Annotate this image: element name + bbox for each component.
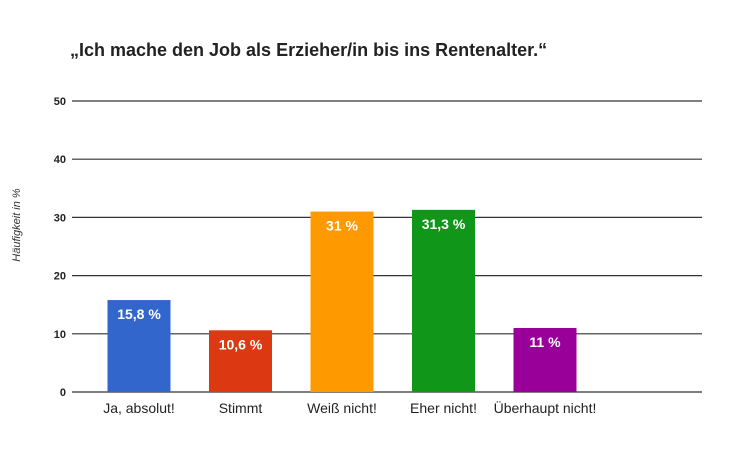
x-category-label: Stimmt xyxy=(219,400,263,416)
x-category-label: Eher nicht! xyxy=(410,400,477,416)
bar xyxy=(513,327,577,392)
y-axis-ticks: 0 10 20 30 40 50 xyxy=(54,96,66,399)
bar xyxy=(107,300,171,392)
y-tick-label: 10 xyxy=(54,329,66,341)
data-label: 11 % xyxy=(529,334,561,350)
y-tick-label: 20 xyxy=(54,271,66,283)
bar xyxy=(310,211,374,392)
bars xyxy=(107,209,577,392)
data-label: 31,3 % xyxy=(422,216,466,232)
data-labels: 15,8 % 10,6 % 31 % 31,3 % 11 % xyxy=(117,216,561,352)
bar xyxy=(209,330,272,392)
bar xyxy=(412,209,475,392)
y-tick-label: 0 xyxy=(60,387,66,399)
y-tick-label: 40 xyxy=(54,154,66,166)
data-label: 15,8 % xyxy=(117,306,161,322)
chart-title: „Ich mache den Job als Erzieher/in bis i… xyxy=(70,40,547,60)
x-category-label: Ja, absolut! xyxy=(103,400,175,416)
x-category-label: Weiß nicht! xyxy=(307,400,377,416)
y-axis-label: Häufigkeit in % xyxy=(11,188,23,262)
y-tick-label: 50 xyxy=(54,96,66,108)
data-label: 31 % xyxy=(326,218,358,234)
x-axis-categories: Ja, absolut! Stimmt Weiß nicht! Eher nicht!… xyxy=(103,399,596,416)
data-label: 10,6 % xyxy=(219,336,263,352)
y-tick-label: 30 xyxy=(54,212,66,224)
gridlines xyxy=(72,100,702,393)
x-category-label: Überhaupt nicht! xyxy=(494,399,597,416)
